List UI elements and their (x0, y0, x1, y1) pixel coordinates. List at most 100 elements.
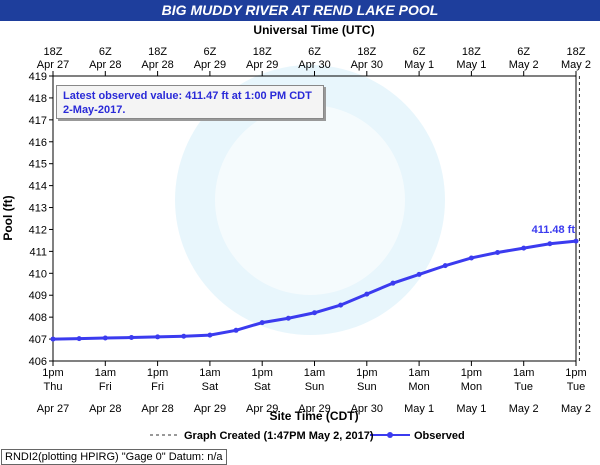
y-tick-label: 417 (29, 115, 47, 127)
top-x-tick-label: 18Z (148, 46, 167, 58)
x-tick-label: Sun (357, 381, 377, 393)
data-point (338, 302, 344, 308)
x-tick-label: Apr 29 (194, 403, 226, 415)
y-tick-label: 411 (29, 246, 47, 258)
top-x-tick-label: 6Z (413, 46, 426, 58)
x-tick-label: 1pm (356, 367, 377, 379)
x-tick-label: 1am (95, 367, 116, 379)
x-tick-label: Apr 27 (37, 403, 69, 415)
data-point (521, 245, 527, 251)
y-tick-label: 415 (29, 159, 47, 171)
data-point (181, 333, 187, 339)
title-bar (0, 0, 600, 21)
data-point (312, 310, 317, 316)
y-tick-label: 416 (29, 137, 47, 149)
x-tick-label: Apr 29 (298, 403, 330, 415)
x-tick-label: Apr 29 (246, 403, 278, 415)
x-tick-label: 1am (408, 367, 429, 379)
watermark (175, 65, 445, 335)
top-x-tick-label: 6Z (517, 46, 530, 58)
legend-label: Observed (414, 430, 465, 442)
data-point (364, 291, 370, 297)
data-point (102, 335, 108, 341)
data-point (207, 332, 213, 338)
y-tick-label: 414 (29, 181, 47, 193)
x-axis-label: Site Time (CDT) (269, 409, 358, 423)
x-tick-label: May 2 (561, 403, 591, 415)
end-label: 411.48 ft (532, 224, 576, 236)
x-tick-label: 1am (513, 367, 534, 379)
top-x-tick-label: May 1 (404, 59, 434, 71)
x-tick-label: Mon (408, 381, 429, 393)
y-tick-label: 419 (29, 71, 47, 83)
x-tick-label: May 1 (456, 403, 486, 415)
data-point (259, 320, 265, 326)
top-x-tick-label: 18Z (462, 46, 481, 58)
x-tick-label: Thu (44, 381, 63, 393)
data-point (390, 280, 396, 286)
data-point (573, 238, 579, 244)
x-tick-label: Apr 28 (89, 403, 121, 415)
footer: RNDI2(plotting HPIRG) "Gage 0" Datum: n/… (1, 449, 227, 465)
top-x-tick-label: Apr 27 (37, 59, 69, 71)
top-x-tick-label: Apr 29 (246, 59, 278, 71)
top-x-tick-label: May 1 (456, 59, 486, 71)
x-tick-label: 1pm (565, 367, 586, 379)
x-tick-label: May 1 (404, 403, 434, 415)
annotation: Latest observed value: 411.47 ft at 1:00… (56, 85, 324, 119)
data-point (155, 334, 161, 340)
y-tick-label: 408 (29, 312, 47, 324)
x-tick-label: Fri (151, 381, 164, 393)
top-x-tick-label: Apr 28 (141, 59, 173, 71)
data-point (50, 336, 56, 342)
x-tick-label: Sat (202, 381, 219, 393)
top-x-tick-label: Apr 30 (351, 59, 383, 71)
x-tick-label: 1pm (251, 367, 272, 379)
x-tick-label: Tue (514, 381, 533, 393)
top-x-tick-label: Apr 28 (89, 59, 121, 71)
data-point (233, 327, 239, 333)
x-tick-label: 1am (199, 367, 220, 379)
x-tick-label: Fri (99, 381, 112, 393)
top-x-tick-label: May 2 (509, 59, 539, 71)
x-tick-label: 1pm (147, 367, 168, 379)
x-tick-label: Sat (254, 381, 271, 393)
x-tick-label: Tue (567, 381, 586, 393)
x-tick-label: 1am (304, 367, 325, 379)
legend-created: Graph Created (1:47PM May 2, 2017) (184, 430, 374, 442)
legend-marker (387, 432, 393, 438)
top-x-tick-label: 6Z (308, 46, 321, 58)
top-x-tick-label: 18Z (357, 46, 376, 58)
top-axis-label: Universal Time (UTC) (253, 23, 374, 37)
top-x-tick-label: Apr 29 (194, 59, 226, 71)
data-point (76, 336, 82, 342)
top-x-tick-label: 6Z (203, 46, 216, 58)
top-x-tick-label: May 2 (561, 59, 591, 71)
x-tick-label: 1pm (42, 367, 63, 379)
x-tick-label: Mon (461, 381, 482, 393)
y-tick-label: 418 (29, 93, 47, 105)
y-tick-label: 412 (29, 224, 47, 236)
data-point (416, 271, 422, 277)
data-point (468, 255, 474, 261)
x-tick-label: May 2 (509, 403, 539, 415)
top-x-tick-label: 18Z (253, 46, 272, 58)
top-x-tick-label: 18Z (567, 46, 586, 58)
y-tick-label: 409 (29, 290, 47, 302)
data-point (495, 249, 501, 255)
y-tick-label: 406 (29, 356, 47, 368)
data-point (285, 315, 291, 321)
x-tick-label: Apr 30 (351, 403, 383, 415)
y-tick-label: 413 (29, 203, 47, 215)
data-point (442, 263, 448, 269)
x-tick-label: Apr 28 (141, 403, 173, 415)
x-tick-label: Sun (305, 381, 325, 393)
data-point (128, 335, 134, 341)
y-tick-label: 410 (29, 268, 47, 280)
chart-title: BIG MUDDY RIVER AT REND LAKE POOL (162, 2, 439, 18)
data-point (547, 241, 553, 247)
top-x-tick-label: Apr 30 (298, 59, 330, 71)
y-tick-label: 407 (29, 334, 47, 346)
